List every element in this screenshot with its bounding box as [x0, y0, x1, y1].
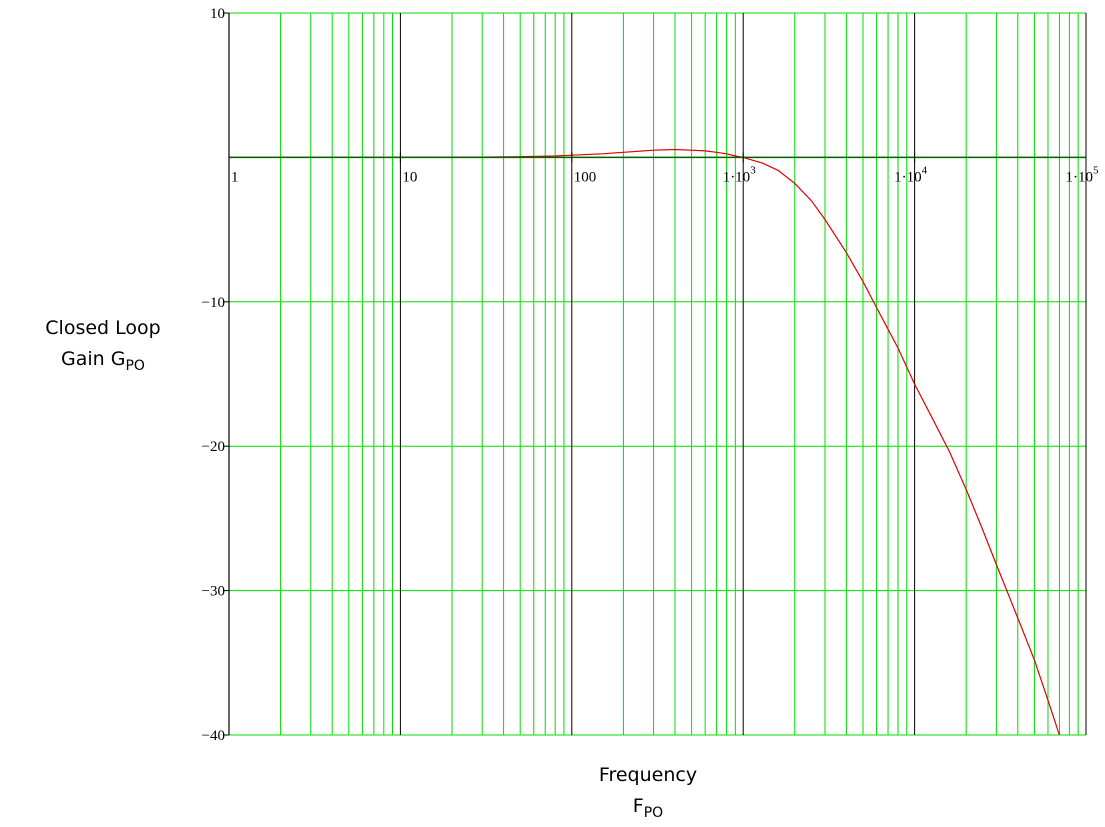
y-tick-label: 10	[210, 6, 225, 22]
x-axis-title-line2: FPO	[633, 795, 663, 821]
x-axis-title-line1: Frequency	[599, 764, 697, 786]
gain-curve	[229, 148, 1060, 736]
y-axis-title-line1: Closed Loop	[45, 317, 160, 339]
y-tick-label: −10	[202, 295, 225, 311]
x-tick-label: 1·105	[1066, 164, 1100, 185]
x-tick-label: 100	[574, 169, 597, 185]
y-axis-title-line2: Gain GPO	[61, 348, 145, 374]
y-tick-label: −30	[202, 584, 225, 600]
x-tick-label: 1	[231, 169, 239, 185]
y-tick-label: −40	[202, 728, 225, 744]
axes	[223, 12, 1087, 736]
x-tick-label: 1·103	[723, 164, 757, 185]
grid	[229, 12, 1087, 736]
x-tick-label: 1·104	[894, 164, 928, 185]
x-tick-label: 10	[402, 169, 417, 185]
tick-labels: 10 −10 −20 −30 −40 1 10 100 1·103 1·104 1·105	[202, 6, 1099, 744]
series	[229, 148, 1086, 736]
y-tick-label: −20	[202, 439, 225, 455]
